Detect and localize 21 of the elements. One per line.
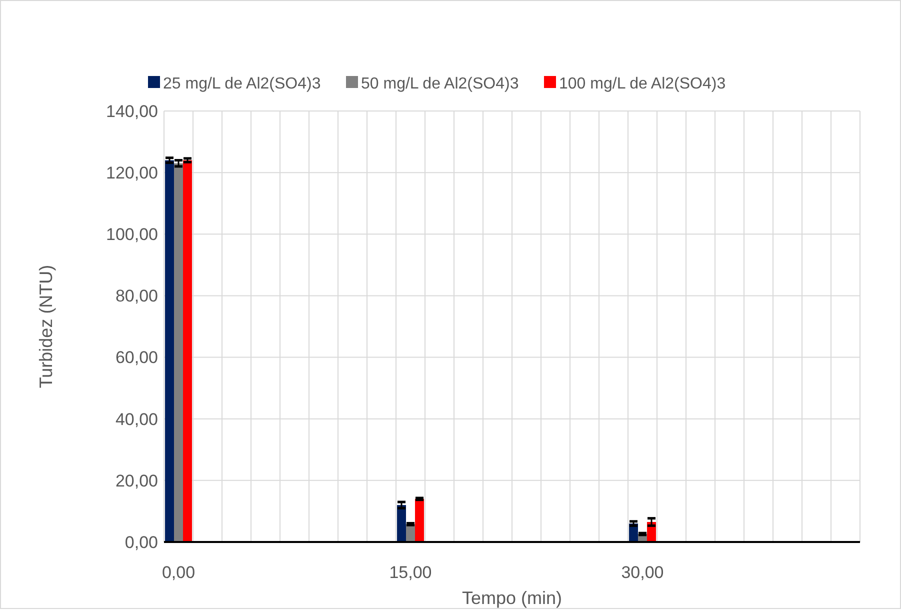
bar bbox=[165, 160, 174, 542]
x-axis-title: Tempo (min) bbox=[462, 588, 562, 608]
y-tick-label: 120,00 bbox=[106, 164, 158, 183]
legend-label: 25 mg/L de Al2(SO4)3 bbox=[163, 76, 321, 93]
x-tick-label: 15,00 bbox=[389, 563, 432, 582]
legend-label: 100 mg/L de Al2(SO4)3 bbox=[559, 76, 726, 93]
bar bbox=[397, 505, 406, 542]
y-tick-label: 80,00 bbox=[115, 286, 158, 306]
legend-label: 50 mg/L de Al2(SO4)3 bbox=[361, 76, 519, 93]
y-tick-label: 40,00 bbox=[115, 410, 158, 429]
bar bbox=[415, 498, 424, 542]
x-tick-label: 0,00 bbox=[162, 563, 196, 582]
y-axis-title: Turbidez (NTU) bbox=[36, 264, 56, 388]
bar bbox=[174, 163, 183, 542]
x-tick-label: 30,00 bbox=[621, 563, 664, 582]
y-tick-label: 100,00 bbox=[106, 225, 158, 244]
y-tick-label: 0,00 bbox=[124, 532, 158, 552]
bar bbox=[183, 160, 192, 542]
y-tick-label: 20,00 bbox=[115, 471, 158, 490]
y-tick-label: 140,00 bbox=[106, 102, 158, 121]
y-tick-label: 60,00 bbox=[115, 348, 158, 368]
